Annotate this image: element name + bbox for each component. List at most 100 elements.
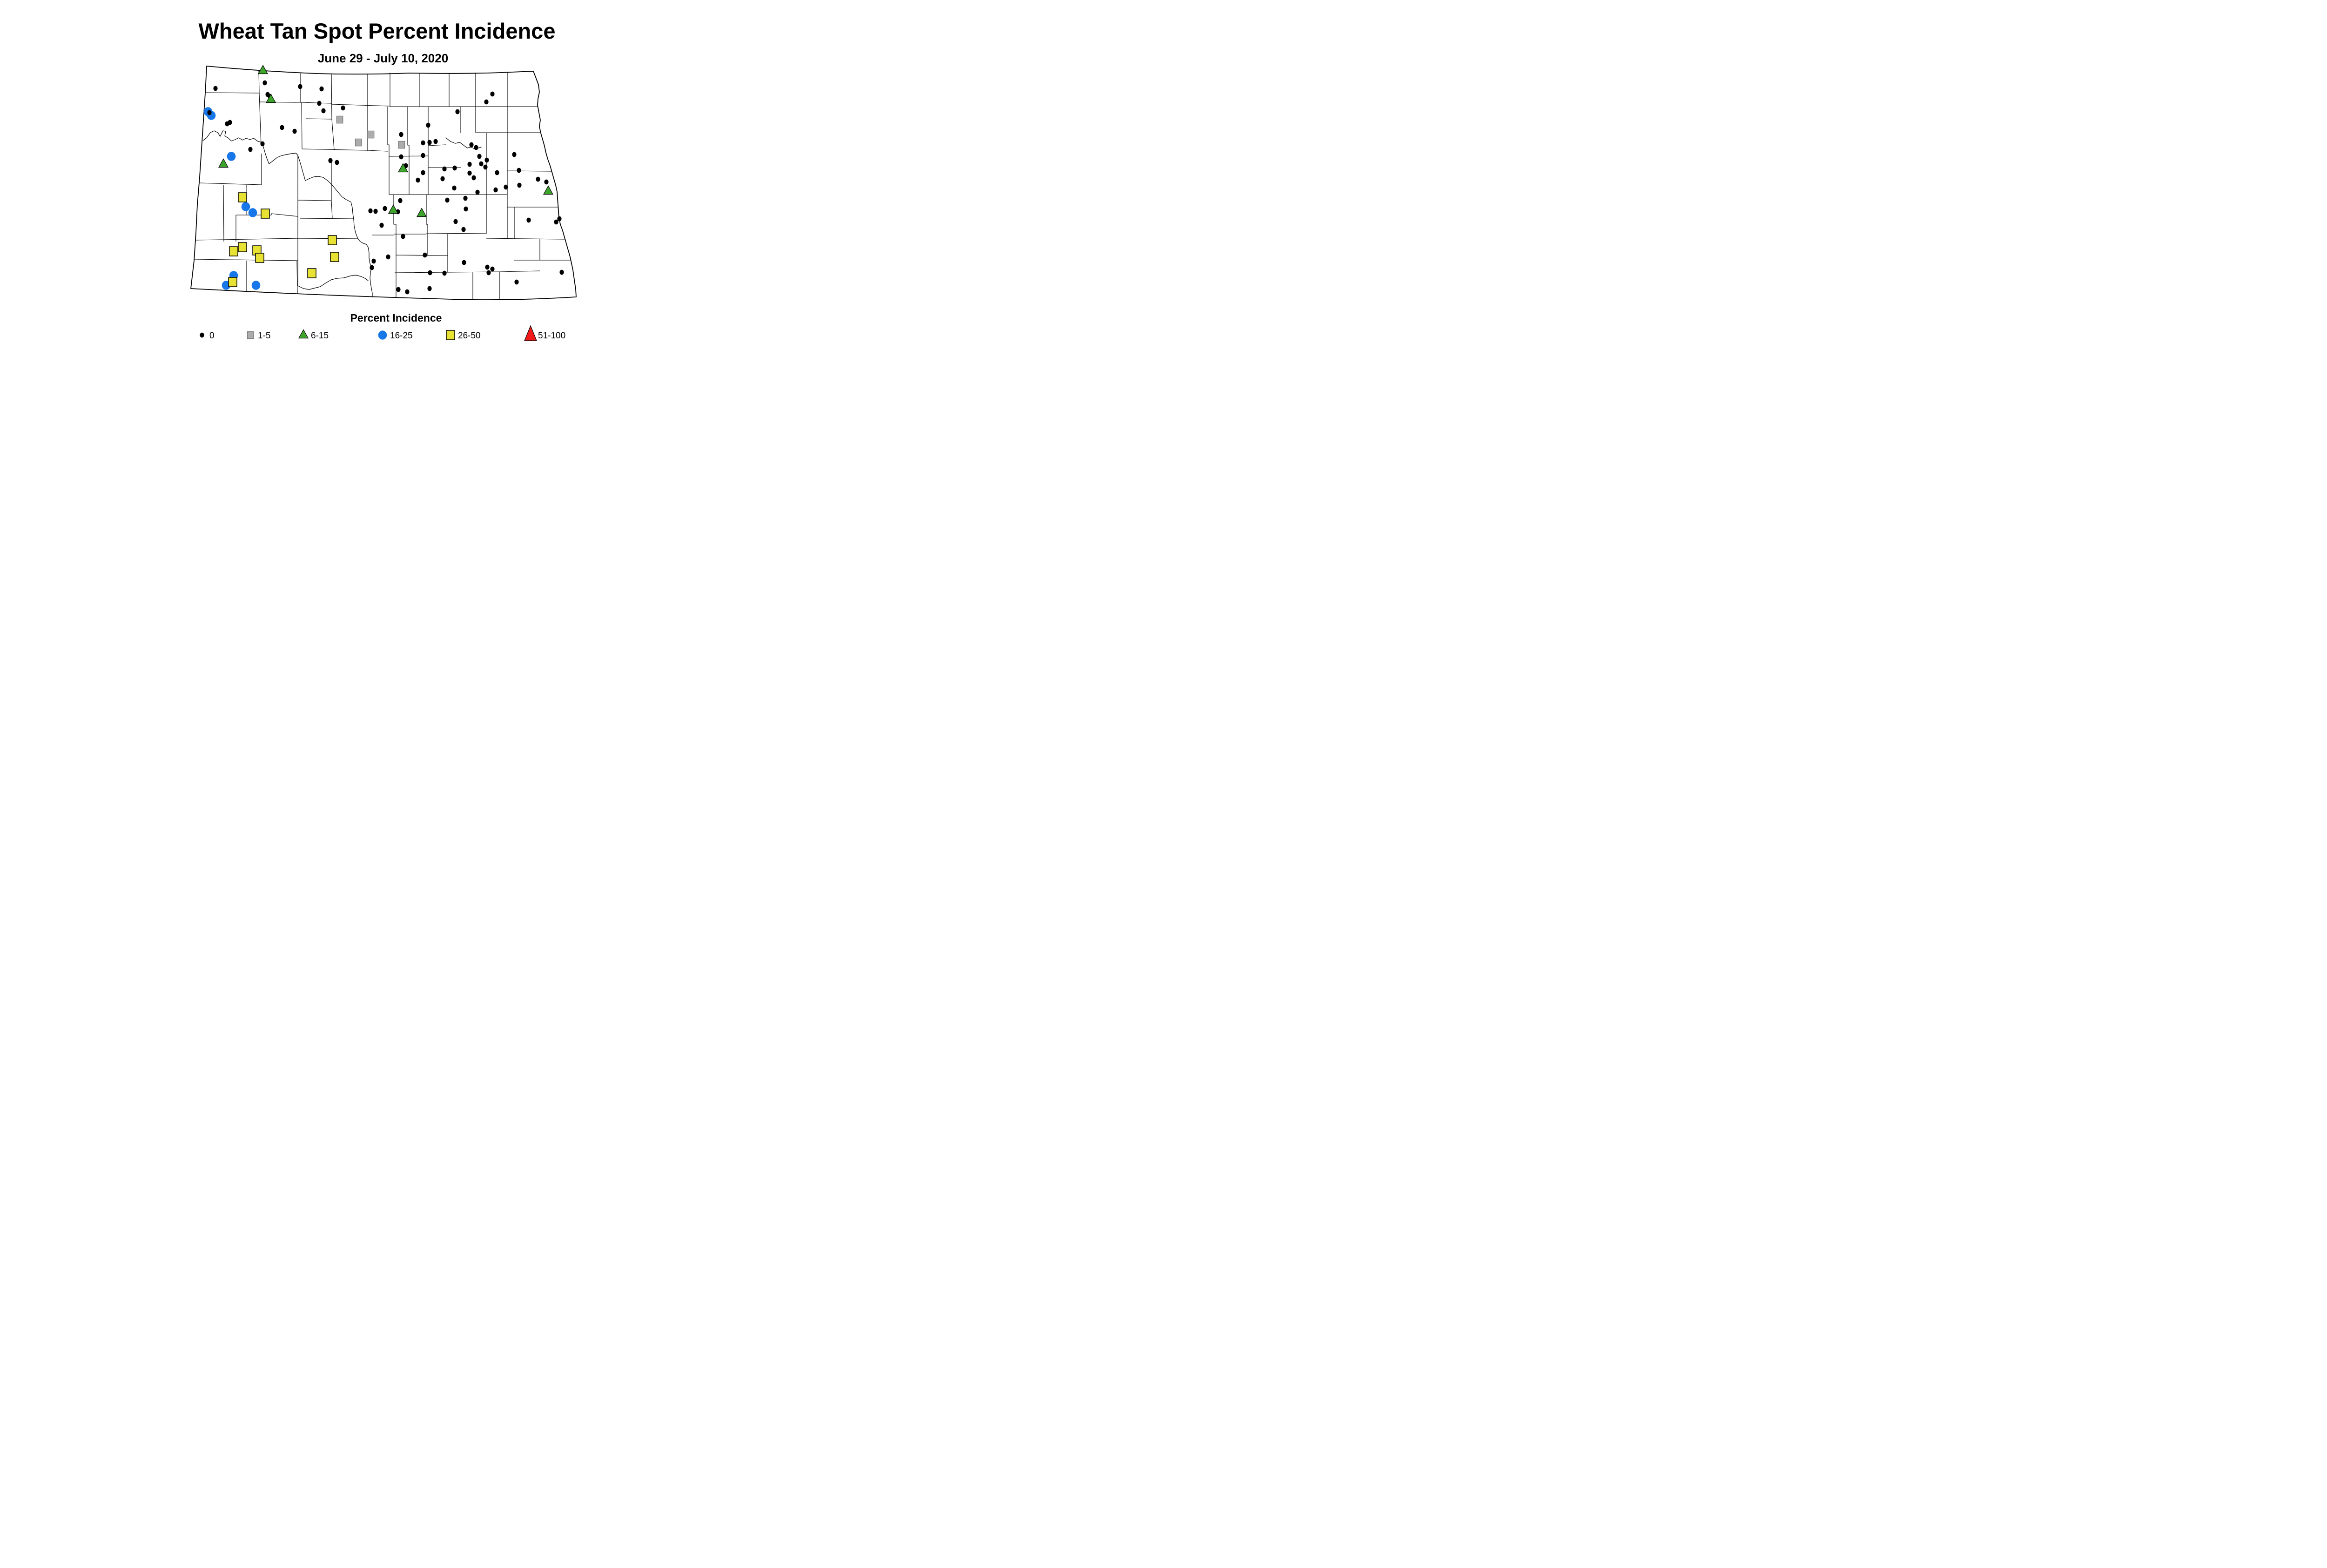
legend-label-1-5: 1-5: [258, 331, 270, 341]
marker-0: [386, 254, 390, 260]
legend-markers: [200, 325, 537, 341]
marker-16-25: [227, 152, 236, 161]
marker-0: [453, 219, 458, 224]
marker-0: [317, 101, 322, 106]
marker-16-25: [251, 281, 261, 290]
marker-0: [426, 122, 430, 128]
marker-0: [248, 147, 253, 152]
marker-0: [493, 187, 498, 193]
marker-0: [405, 289, 410, 295]
marker-0: [490, 266, 495, 272]
legend-marker-16-25: [378, 330, 387, 340]
legend-label-0: 0: [209, 331, 215, 341]
marker-0: [433, 139, 438, 144]
marker-0: [335, 160, 339, 165]
marker-1-5: [367, 130, 375, 139]
marker-0: [398, 198, 403, 203]
marker-1-5: [336, 115, 343, 124]
marker-0: [401, 234, 405, 239]
legend-label-16-25: 16-25: [390, 331, 413, 341]
legend-label-51-100: 51-100: [538, 331, 565, 341]
marker-0: [442, 270, 447, 276]
marker-0: [321, 108, 326, 114]
marker-0: [484, 99, 489, 105]
marker-0: [467, 170, 472, 176]
marker-0: [463, 195, 468, 201]
marker-26-50: [328, 235, 337, 245]
marker-0: [370, 265, 374, 270]
marker-0: [416, 177, 420, 183]
marker-0: [421, 170, 425, 175]
marker-0: [423, 252, 427, 258]
marker-26-50: [238, 242, 247, 252]
marker-0: [483, 164, 488, 170]
marker-0: [427, 286, 432, 291]
marker-26-50: [261, 209, 270, 219]
marker-0: [517, 182, 522, 188]
marker-0: [471, 175, 476, 181]
marker-6-15: [218, 158, 229, 168]
marker-0: [485, 264, 490, 270]
marker-0: [319, 86, 324, 92]
marker-0: [328, 158, 333, 163]
marker-16-25: [241, 202, 250, 211]
marker-0: [484, 157, 489, 163]
legend-marker-0: [200, 332, 204, 338]
marker-26-50: [255, 253, 264, 263]
marker-0: [495, 170, 499, 175]
marker-26-50: [229, 246, 238, 256]
marker-0: [368, 208, 373, 214]
figure-canvas: Wheat Tan Spot Percent Incidence June 29…: [0, 0, 720, 376]
marker-0: [445, 197, 450, 203]
marker-0: [379, 222, 384, 228]
marker-0: [399, 154, 404, 160]
marker-0: [469, 142, 474, 148]
page-title: Wheat Tan Spot Percent Incidence: [199, 19, 556, 43]
marker-0: [475, 189, 480, 195]
marker-0: [464, 206, 468, 212]
legend-label-6-15: 6-15: [311, 331, 329, 341]
marker-26-50: [228, 277, 237, 287]
marker-0: [462, 260, 466, 265]
marker-6-15: [257, 65, 269, 74]
marker-0: [228, 120, 232, 125]
marker-0: [292, 128, 297, 134]
county-boundaries: [194, 69, 571, 299]
marker-0: [421, 140, 425, 146]
legend-label-26-50: 26-50: [458, 331, 481, 341]
marker-0: [526, 217, 531, 223]
marker-26-50: [238, 192, 247, 202]
marker-0: [554, 219, 558, 225]
marker-0: [486, 270, 491, 276]
marker-0: [514, 279, 519, 285]
marker-0: [440, 176, 445, 182]
marker-0: [213, 86, 218, 91]
marker-0: [427, 140, 432, 145]
marker-0: [474, 145, 478, 150]
marker-0: [341, 105, 345, 111]
marker-0: [504, 184, 508, 190]
legend-marker-26-50: [446, 330, 455, 340]
marker-6-15: [397, 163, 409, 173]
marker-0: [557, 216, 562, 222]
marker-6-15: [543, 185, 554, 195]
marker-0: [373, 209, 378, 214]
marker-1-5: [355, 138, 362, 147]
marker-0: [428, 270, 432, 276]
marker-0: [280, 125, 284, 130]
marker-0: [467, 162, 472, 167]
marker-0: [260, 141, 265, 147]
marker-16-25: [248, 208, 257, 217]
marker-6-15: [416, 208, 427, 217]
page-subtitle: June 29 - July 10, 2020: [318, 51, 448, 65]
marker-0: [207, 110, 212, 115]
marker-0: [479, 161, 484, 167]
marker-0: [490, 91, 495, 97]
marker-0: [477, 154, 482, 159]
map-markers: [203, 65, 564, 295]
state-border: [190, 66, 577, 300]
legend-marker-51-100: [524, 325, 537, 341]
marker-0: [452, 165, 457, 171]
legend-title: Percent Incidence: [350, 312, 442, 324]
legend: Percent Incidence 0 1-5 6-15 16-25 26-50…: [200, 312, 565, 341]
